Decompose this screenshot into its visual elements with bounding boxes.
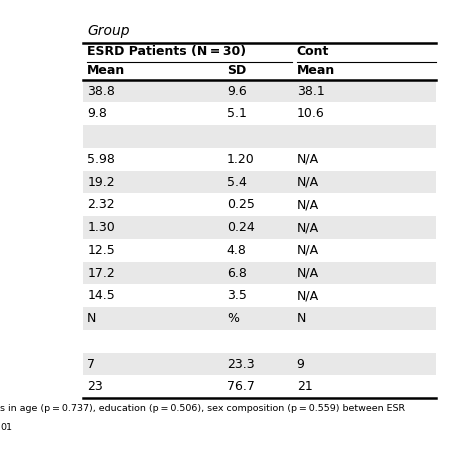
Bar bbox=[83, 307, 436, 330]
Text: 3.5: 3.5 bbox=[227, 289, 246, 302]
Text: 2.32: 2.32 bbox=[87, 198, 115, 211]
Text: 17.2: 17.2 bbox=[87, 266, 115, 280]
Bar bbox=[83, 80, 436, 102]
Text: 21: 21 bbox=[297, 380, 312, 393]
Bar bbox=[83, 284, 436, 307]
Text: 38.8: 38.8 bbox=[87, 84, 115, 98]
Text: N/A: N/A bbox=[297, 153, 319, 166]
Bar bbox=[83, 171, 436, 193]
Text: N/A: N/A bbox=[297, 198, 319, 211]
Bar bbox=[83, 148, 436, 171]
Text: 0.24: 0.24 bbox=[227, 221, 255, 234]
Text: N: N bbox=[87, 312, 97, 325]
Text: 5.98: 5.98 bbox=[87, 153, 115, 166]
Text: 7: 7 bbox=[87, 357, 95, 371]
Text: 6.8: 6.8 bbox=[227, 266, 246, 280]
Text: Group: Group bbox=[87, 24, 130, 38]
Text: 5.4: 5.4 bbox=[227, 175, 246, 189]
Bar bbox=[83, 375, 436, 398]
Text: 1.20: 1.20 bbox=[227, 153, 255, 166]
Text: N/A: N/A bbox=[297, 221, 319, 234]
Text: N/A: N/A bbox=[297, 289, 319, 302]
Bar bbox=[83, 102, 436, 125]
Text: 9.8: 9.8 bbox=[87, 107, 107, 120]
Bar bbox=[83, 216, 436, 239]
Text: 9.6: 9.6 bbox=[227, 84, 246, 98]
Text: 23.3: 23.3 bbox=[227, 357, 255, 371]
Bar bbox=[83, 262, 436, 284]
Text: N: N bbox=[297, 312, 306, 325]
Text: 12.5: 12.5 bbox=[87, 244, 115, 257]
Bar bbox=[83, 353, 436, 375]
Text: N/A: N/A bbox=[297, 175, 319, 189]
Bar bbox=[83, 125, 436, 148]
Text: 1.30: 1.30 bbox=[87, 221, 115, 234]
Text: ESRD Patients (N = 30): ESRD Patients (N = 30) bbox=[87, 45, 246, 57]
Text: 19.2: 19.2 bbox=[87, 175, 115, 189]
Text: Mean: Mean bbox=[87, 64, 126, 76]
Text: 5.1: 5.1 bbox=[227, 107, 246, 120]
Text: Mean: Mean bbox=[297, 64, 335, 76]
Text: SD: SD bbox=[227, 64, 246, 76]
Bar bbox=[83, 193, 436, 216]
Text: 23: 23 bbox=[87, 380, 103, 393]
Bar bbox=[83, 239, 436, 262]
Text: 10.6: 10.6 bbox=[297, 107, 324, 120]
Text: N/A: N/A bbox=[297, 266, 319, 280]
Text: 76.7: 76.7 bbox=[227, 380, 255, 393]
Text: N/A: N/A bbox=[297, 244, 319, 257]
Text: 14.5: 14.5 bbox=[87, 289, 115, 302]
Text: Cont: Cont bbox=[297, 45, 329, 57]
Text: 38.1: 38.1 bbox=[297, 84, 324, 98]
Text: 0.25: 0.25 bbox=[227, 198, 255, 211]
Text: 4.8: 4.8 bbox=[227, 244, 246, 257]
Bar bbox=[83, 330, 436, 353]
Text: s in age (p = 0.737), education (p = 0.506), sex composition (p = 0.559) between: s in age (p = 0.737), education (p = 0.5… bbox=[0, 404, 405, 413]
Text: %: % bbox=[227, 312, 239, 325]
Text: 9: 9 bbox=[297, 357, 304, 371]
Text: 01: 01 bbox=[0, 423, 12, 432]
